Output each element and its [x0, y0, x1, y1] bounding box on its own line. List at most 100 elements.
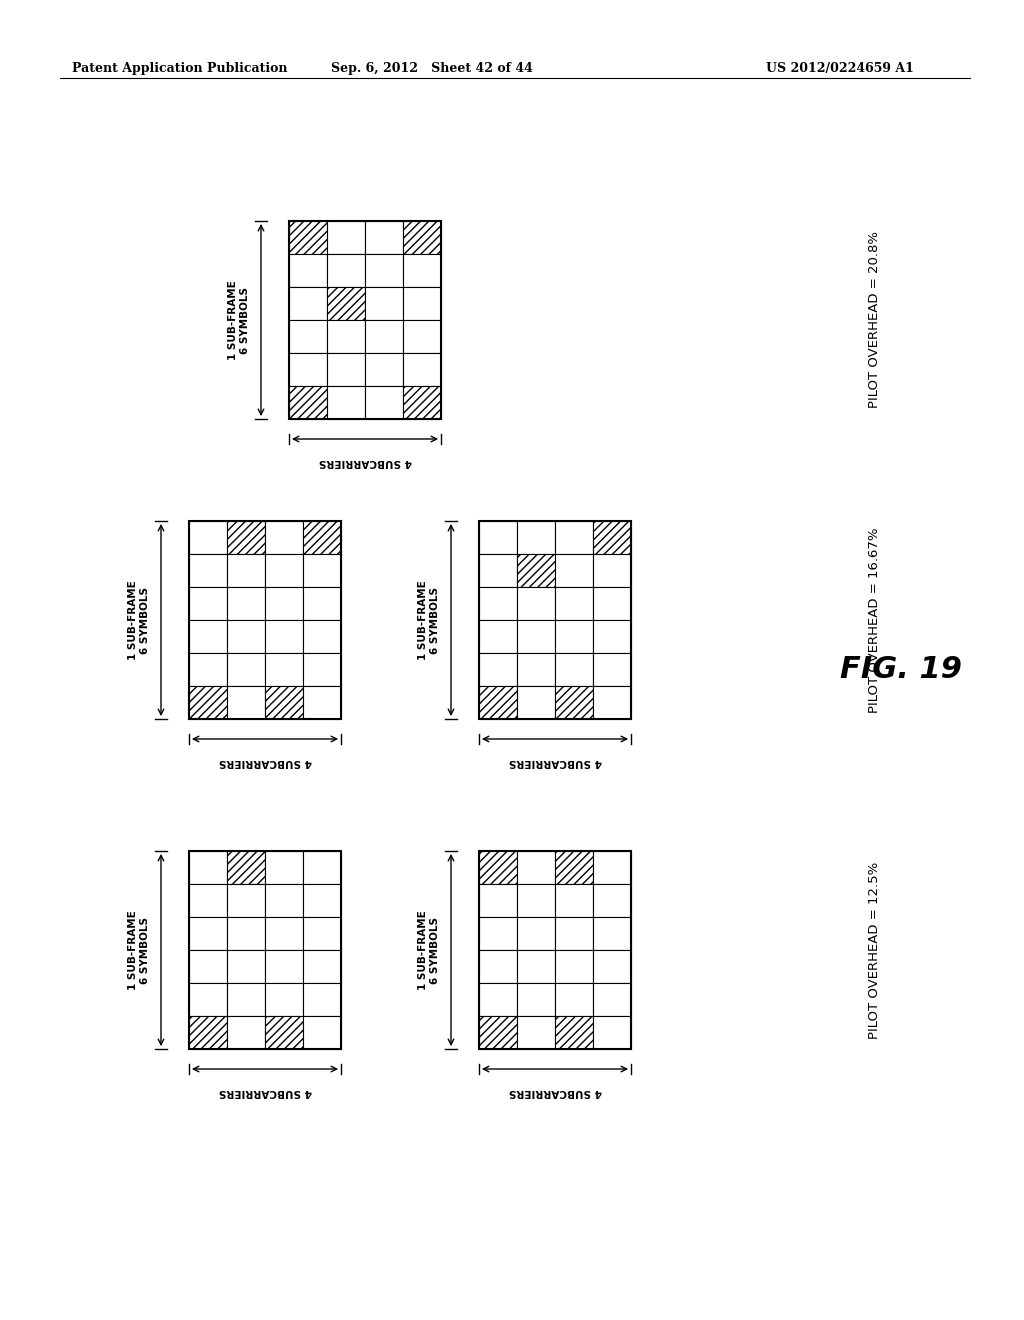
Bar — [265, 917, 303, 950]
Bar — [479, 917, 517, 950]
Text: Patent Application Publication: Patent Application Publication — [72, 62, 288, 75]
Bar — [593, 851, 631, 884]
Text: 1 SUB-FRAME
6 SYMBOLS: 1 SUB-FRAME 6 SYMBOLS — [418, 579, 439, 660]
Bar — [403, 253, 441, 286]
Bar — [365, 253, 403, 286]
Bar — [189, 587, 227, 620]
Bar — [593, 950, 631, 983]
Bar — [593, 917, 631, 950]
Bar — [303, 620, 341, 653]
Bar — [189, 521, 341, 719]
Bar — [265, 1016, 303, 1049]
Bar — [593, 587, 631, 620]
Bar — [303, 686, 341, 719]
Text: FIG. 19: FIG. 19 — [840, 656, 962, 685]
Text: 4 SUBCARRIERS: 4 SUBCARRIERS — [509, 756, 601, 767]
Bar — [593, 620, 631, 653]
Bar — [227, 620, 265, 653]
Bar — [265, 521, 303, 554]
Text: 4 SUBCARRIERS: 4 SUBCARRIERS — [218, 756, 311, 767]
Bar — [479, 686, 517, 719]
Bar — [593, 653, 631, 686]
Bar — [227, 686, 265, 719]
Bar — [227, 554, 265, 587]
Bar — [265, 884, 303, 917]
Bar — [265, 851, 303, 884]
Bar — [403, 352, 441, 385]
Bar — [303, 884, 341, 917]
Bar — [365, 319, 403, 352]
Text: 1 SUB-FRAME
6 SYMBOLS: 1 SUB-FRAME 6 SYMBOLS — [418, 909, 439, 990]
Bar — [479, 983, 517, 1016]
Bar — [327, 253, 365, 286]
Bar — [303, 653, 341, 686]
Bar — [403, 319, 441, 352]
Bar — [517, 884, 555, 917]
Bar — [289, 385, 327, 418]
Bar — [517, 554, 555, 587]
Bar — [555, 521, 593, 554]
Bar — [303, 521, 341, 554]
Bar — [365, 220, 403, 253]
Bar — [479, 884, 517, 917]
Bar — [555, 686, 593, 719]
Bar — [189, 851, 341, 1049]
Bar — [517, 851, 555, 884]
Bar — [517, 620, 555, 653]
Bar — [517, 917, 555, 950]
Bar — [327, 220, 365, 253]
Bar — [593, 521, 631, 554]
Text: 4 SUBCARRIERS: 4 SUBCARRIERS — [218, 1086, 311, 1097]
Bar — [479, 851, 517, 884]
Bar — [593, 554, 631, 587]
Bar — [189, 653, 227, 686]
Text: 4 SUBCARRIERS: 4 SUBCARRIERS — [509, 1086, 601, 1097]
Bar — [517, 686, 555, 719]
Bar — [403, 385, 441, 418]
Bar — [227, 587, 265, 620]
Bar — [479, 851, 631, 1049]
Bar — [555, 653, 593, 686]
Bar — [303, 587, 341, 620]
Bar — [555, 917, 593, 950]
Text: 1 SUB-FRAME
6 SYMBOLS: 1 SUB-FRAME 6 SYMBOLS — [128, 909, 150, 990]
Bar — [365, 286, 403, 319]
Bar — [265, 587, 303, 620]
Bar — [479, 554, 517, 587]
Text: 4 SUBCARRIERS: 4 SUBCARRIERS — [318, 457, 412, 467]
Bar — [227, 521, 265, 554]
Bar — [479, 1016, 517, 1049]
Text: PILOT OVERHEAD = 20.8%: PILOT OVERHEAD = 20.8% — [868, 231, 882, 408]
Bar — [265, 653, 303, 686]
Bar — [189, 521, 227, 554]
Bar — [227, 917, 265, 950]
Bar — [303, 950, 341, 983]
Bar — [227, 884, 265, 917]
Bar — [227, 851, 265, 884]
Bar — [227, 950, 265, 983]
Bar — [289, 220, 441, 418]
Bar — [227, 983, 265, 1016]
Bar — [303, 917, 341, 950]
Bar — [327, 319, 365, 352]
Bar — [265, 620, 303, 653]
Bar — [555, 884, 593, 917]
Bar — [517, 587, 555, 620]
Bar — [555, 983, 593, 1016]
Bar — [593, 1016, 631, 1049]
Bar — [479, 620, 517, 653]
Bar — [555, 851, 593, 884]
Text: PILOT OVERHEAD = 16.67%: PILOT OVERHEAD = 16.67% — [868, 527, 882, 713]
Bar — [227, 653, 265, 686]
Text: PILOT OVERHEAD = 12.5%: PILOT OVERHEAD = 12.5% — [868, 862, 882, 1039]
Bar — [189, 686, 227, 719]
Bar — [555, 950, 593, 983]
Bar — [365, 385, 403, 418]
Bar — [479, 521, 631, 719]
Bar — [479, 653, 517, 686]
Bar — [265, 554, 303, 587]
Bar — [265, 983, 303, 1016]
Bar — [517, 983, 555, 1016]
Bar — [517, 521, 555, 554]
Bar — [289, 352, 327, 385]
